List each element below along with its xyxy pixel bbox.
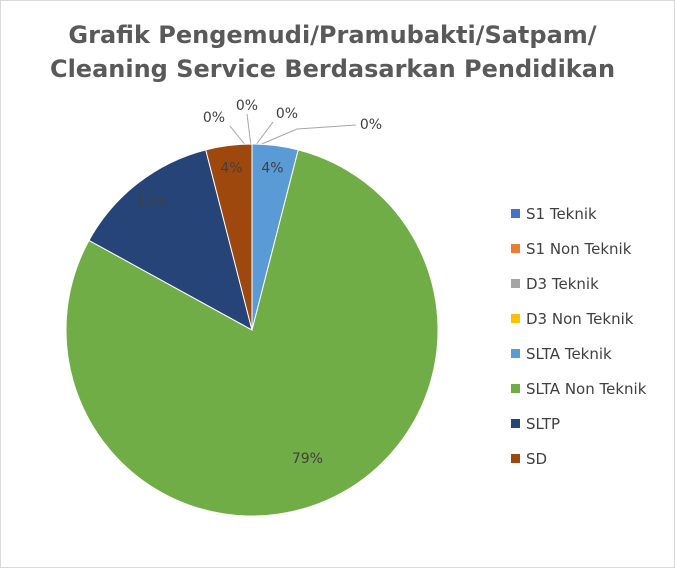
leader-line-d3-teknik [254, 121, 274, 147]
legend-swatch-d3-teknik [511, 279, 520, 288]
legend-swatch-slta-non-teknik [511, 384, 520, 393]
data-label-s1-non-teknik: 0% [236, 98, 258, 114]
legend-swatch-s1-teknik [511, 209, 520, 218]
leader-line-d3-non-teknik [256, 124, 357, 147]
leader-line-s1-non-teknik [246, 113, 252, 147]
legend-label-sd: SD [526, 449, 548, 468]
legend-label-s1-teknik: S1 Teknik [526, 204, 597, 223]
data-label-d3-teknik: 0% [276, 106, 298, 122]
chart-title: Grafik Pengemudi/Pramubakti/Satpam/ Clea… [0, 18, 665, 86]
legend: S1 Teknik S1 Non Teknik D3 Teknik D3 Non Te… [511, 196, 646, 476]
legend-swatch-slta-teknik [511, 349, 520, 358]
legend-label-slta-teknik: SLTA Teknik [526, 344, 612, 363]
data-label-sd: 4% [220, 161, 242, 177]
legend-item-d3-non-teknik: D3 Non Teknik [511, 301, 646, 336]
legend-swatch-d3-non-teknik [511, 314, 520, 323]
legend-item-slta-non-teknik: SLTA Non Teknik [511, 371, 646, 406]
legend-item-sltp: SLTP [511, 406, 646, 441]
legend-swatch-sltp [511, 419, 520, 428]
data-label-slta-teknik: 4% [261, 161, 283, 177]
legend-label-s1-non-teknik: S1 Non Teknik [526, 239, 632, 258]
legend-label-d3-non-teknik: D3 Non Teknik [526, 309, 634, 328]
data-label-s1-teknik: 0% [203, 110, 225, 126]
data-label-slta-non-teknik: 79% [292, 451, 323, 467]
pie-slice-slta-non-teknik [65, 149, 439, 517]
legend-swatch-sd [511, 454, 520, 463]
data-label-sltp: 13% [136, 194, 167, 210]
legend-item-s1-non-teknik: S1 Non Teknik [511, 231, 646, 266]
legend-item-d3-teknik: D3 Teknik [511, 266, 646, 301]
chart-title-line-2: Cleaning Service Berdasarkan Pendidikan [49, 55, 616, 83]
legend-item-sd: SD [511, 441, 646, 476]
chart-title-line-1: Grafik Pengemudi/Pramubakti/Satpam/ [68, 21, 597, 49]
leader-line-s1-teknik [229, 125, 247, 147]
legend-label-slta-non-teknik: SLTA Non Teknik [526, 379, 647, 398]
legend-item-s1-teknik: S1 Teknik [511, 196, 646, 231]
data-label-d3-non-teknik: 0% [360, 117, 382, 133]
legend-item-slta-teknik: SLTA Teknik [511, 336, 646, 371]
pie-slice-sltp [88, 149, 253, 331]
legend-swatch-s1-non-teknik [511, 244, 520, 253]
legend-label-d3-teknik: D3 Teknik [526, 274, 599, 293]
legend-label-sltp: SLTP [526, 414, 561, 433]
pie-slice-sd [205, 143, 253, 331]
